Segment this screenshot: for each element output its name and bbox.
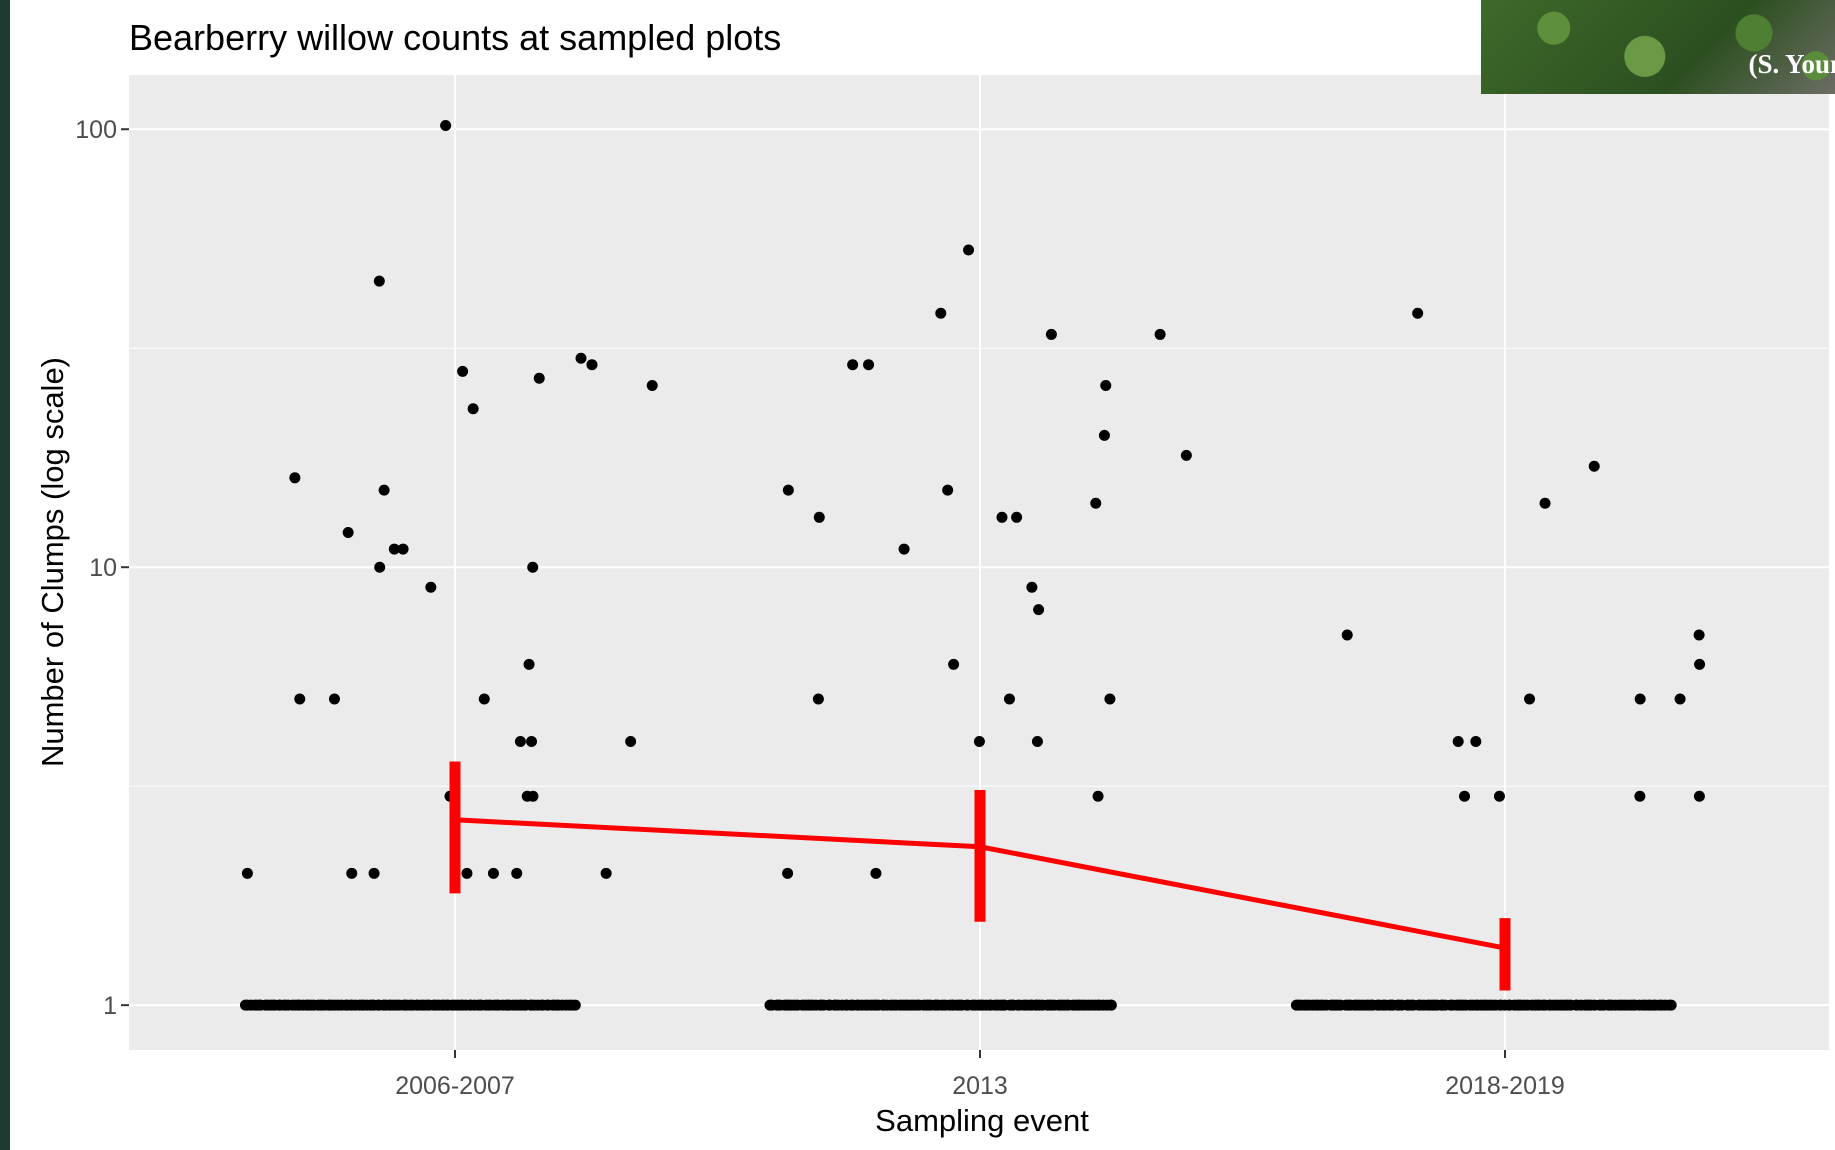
y-tick-label: 10 bbox=[89, 554, 117, 582]
x-axis-label: Sampling event bbox=[875, 1103, 1089, 1138]
data-point bbox=[935, 307, 947, 319]
data-point bbox=[812, 693, 824, 705]
y-tick-label: 100 bbox=[75, 116, 117, 144]
data-point bbox=[1674, 693, 1686, 705]
data-point bbox=[1665, 999, 1677, 1011]
data-point bbox=[1090, 497, 1102, 509]
data-point bbox=[328, 693, 340, 705]
data-point bbox=[813, 511, 825, 523]
data-point bbox=[1634, 693, 1646, 705]
data-point bbox=[1098, 429, 1110, 441]
data-point bbox=[1693, 790, 1705, 802]
data-point bbox=[996, 511, 1008, 523]
data-point bbox=[1412, 307, 1424, 319]
data-point bbox=[368, 867, 380, 879]
data-point bbox=[533, 372, 545, 384]
data-point bbox=[600, 867, 612, 879]
x-tick-label: 2018-2019 bbox=[1445, 1072, 1565, 1100]
data-point bbox=[397, 543, 409, 555]
data-point bbox=[1003, 693, 1015, 705]
data-point bbox=[1693, 629, 1705, 641]
data-point bbox=[625, 735, 637, 747]
data-point bbox=[646, 379, 658, 391]
data-point bbox=[1524, 693, 1536, 705]
data-point bbox=[378, 484, 390, 496]
chart-title: Bearberry willow counts at sampled plots bbox=[129, 17, 781, 58]
data-point bbox=[342, 527, 354, 539]
data-point bbox=[514, 735, 526, 747]
data-point bbox=[1694, 658, 1706, 670]
data-point bbox=[1539, 497, 1551, 509]
data-point bbox=[898, 543, 910, 555]
data-point bbox=[847, 359, 859, 371]
data-point bbox=[569, 999, 581, 1011]
data-point bbox=[289, 472, 301, 484]
data-point bbox=[1026, 581, 1038, 593]
data-point bbox=[457, 365, 469, 377]
scatter-chart: Bearberry willow counts at sampled plots… bbox=[35, 17, 1829, 1138]
data-point bbox=[870, 867, 882, 879]
data-point bbox=[440, 119, 452, 131]
data-point bbox=[294, 693, 306, 705]
data-point bbox=[346, 867, 358, 879]
data-point bbox=[942, 484, 954, 496]
data-point bbox=[487, 867, 499, 879]
data-point bbox=[1588, 460, 1600, 472]
data-point bbox=[1180, 449, 1192, 461]
data-point bbox=[948, 658, 960, 670]
data-point bbox=[973, 735, 985, 747]
data-point bbox=[1092, 790, 1104, 802]
data-point bbox=[1634, 790, 1646, 802]
data-point bbox=[1033, 604, 1045, 616]
data-points bbox=[239, 119, 1706, 1011]
data-point bbox=[963, 244, 975, 256]
data-point bbox=[1011, 511, 1023, 523]
data-point bbox=[374, 561, 386, 573]
x-tick-label: 2013 bbox=[952, 1072, 1008, 1100]
data-point bbox=[461, 867, 473, 879]
data-point bbox=[425, 581, 437, 593]
x-tick-label: 2006-2007 bbox=[395, 1072, 515, 1100]
data-point bbox=[1493, 790, 1505, 802]
data-point bbox=[1105, 999, 1117, 1011]
data-point bbox=[511, 867, 523, 879]
data-point bbox=[782, 484, 794, 496]
data-point bbox=[863, 359, 875, 371]
data-point bbox=[586, 359, 598, 371]
data-point bbox=[241, 867, 253, 879]
y-axis-label: Number of Clumps (log scale) bbox=[35, 357, 70, 767]
data-point bbox=[467, 403, 479, 415]
data-point bbox=[527, 561, 539, 573]
data-point bbox=[478, 693, 490, 705]
data-point bbox=[1100, 379, 1112, 391]
data-point bbox=[526, 735, 538, 747]
summary-overlay bbox=[449, 761, 1511, 991]
data-point bbox=[1470, 735, 1482, 747]
axes: 1 10 100 2006-2007 2013 2018-2019 bbox=[75, 116, 1565, 1100]
data-point bbox=[1341, 629, 1353, 641]
data-point bbox=[575, 352, 587, 364]
photo-credit: (S. Youn bbox=[1748, 49, 1835, 79]
data-point bbox=[1459, 790, 1471, 802]
data-point bbox=[388, 543, 400, 555]
data-point bbox=[1154, 328, 1166, 340]
data-point bbox=[523, 658, 535, 670]
y-tick-label: 1 bbox=[103, 992, 117, 1020]
data-point bbox=[1452, 735, 1464, 747]
slide: Bearberry willow counts at sampled plots… bbox=[10, 0, 1835, 1150]
data-point bbox=[1104, 693, 1116, 705]
data-point bbox=[782, 867, 794, 879]
bearberry-photo: (S. Youn bbox=[1481, 0, 1835, 94]
data-point bbox=[521, 790, 533, 802]
data-point bbox=[1031, 735, 1043, 747]
data-point bbox=[373, 275, 385, 287]
data-point bbox=[1045, 328, 1057, 340]
